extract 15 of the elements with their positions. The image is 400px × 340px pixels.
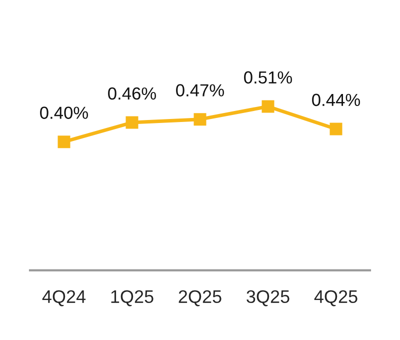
point	[126, 116, 138, 129]
data-label: 0.46%	[108, 87, 156, 100]
point	[262, 100, 274, 113]
x-tick-label: 3Q25	[246, 290, 290, 306]
data-label: 0.44%	[312, 94, 360, 106]
point	[194, 113, 206, 126]
x-tick-label: 2Q25	[178, 290, 222, 306]
point	[58, 136, 70, 148]
data-label: 0.51%	[244, 71, 292, 84]
x-tick-label: 1Q25	[111, 290, 154, 306]
data-label: 0.40%	[40, 106, 88, 119]
point	[330, 122, 342, 136]
x-tick-label: 4Q24	[42, 290, 86, 306]
data-label: 0.47%	[176, 84, 224, 96]
x-tick-label: 4Q25	[314, 290, 358, 306]
